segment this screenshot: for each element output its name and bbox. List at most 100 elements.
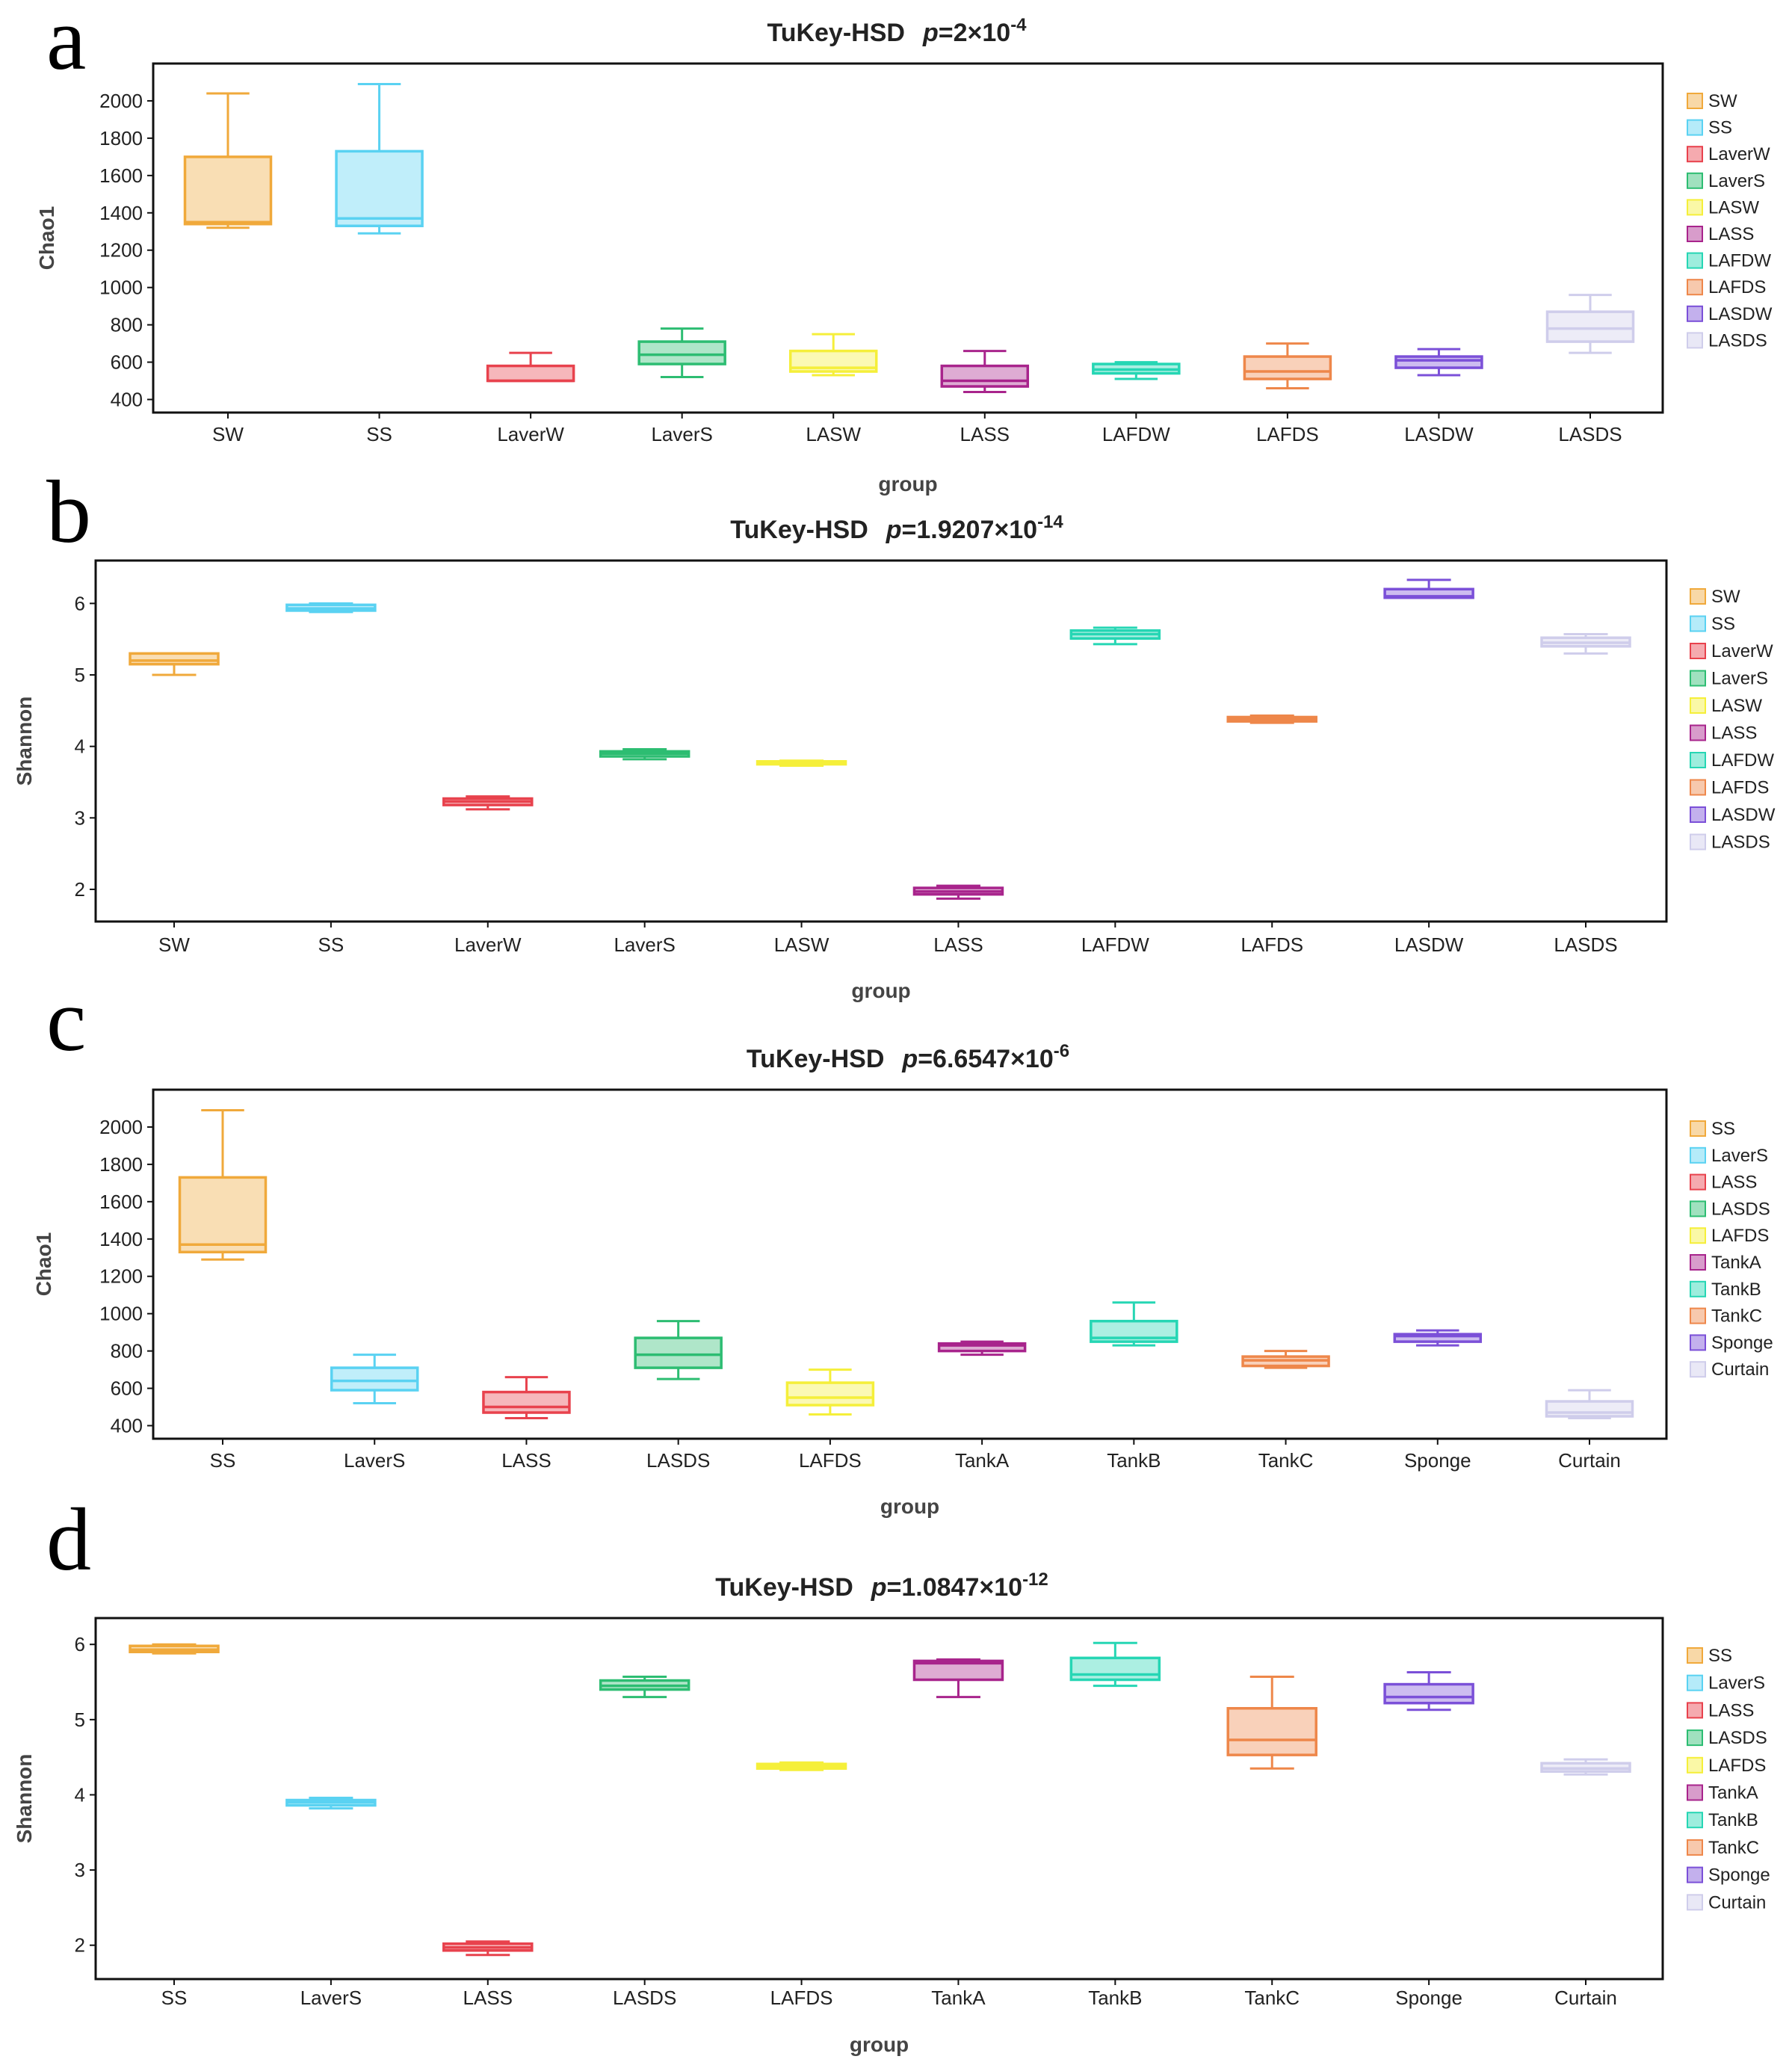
- y-tick-label: 1800: [99, 1153, 143, 1176]
- legend-item: LASS: [1690, 723, 1757, 744]
- panel-letter: d: [46, 1490, 91, 1589]
- y-tick-label: 800: [111, 314, 143, 336]
- p-value: =2×10: [939, 19, 1010, 47]
- box-LASS: [940, 350, 1030, 394]
- box-body: [940, 364, 1030, 388]
- x-tick-label: LaverW: [497, 423, 564, 445]
- legend-item: LAFDW: [1687, 251, 1771, 271]
- p-exponent: -6: [1054, 1041, 1069, 1061]
- box-body: [1545, 1400, 1634, 1418]
- legend-swatch: [1687, 93, 1703, 109]
- box-LAFDW: [1092, 361, 1181, 380]
- legend-label: LAFDS: [1711, 778, 1769, 798]
- y-tick-label: 6: [75, 592, 85, 614]
- box-SW: [183, 92, 273, 229]
- x-tick-label: SS: [210, 1449, 236, 1472]
- legend-item: TankC: [1687, 1838, 1759, 1858]
- p-exponent: -12: [1022, 1570, 1048, 1590]
- box-LASDS: [634, 1320, 723, 1380]
- x-tick-label: LASS: [463, 1987, 513, 2009]
- x-tick-label: LASS: [933, 933, 983, 956]
- x-tick-label: TankB: [1088, 1987, 1142, 2009]
- legend-label: TankC: [1711, 1306, 1762, 1327]
- box-body: [1243, 355, 1332, 380]
- legend-label: LASDS: [1711, 1199, 1770, 1219]
- box-LAFDS: [785, 1368, 875, 1416]
- box-body: [129, 652, 220, 666]
- x-tick-label: LAFDW: [1081, 933, 1149, 956]
- panel-b: b TuKey-HSD p=1.9207×10-14 2 3 4 5 6 Shannon grou…: [13, 462, 1776, 1002]
- legend-swatch: [1687, 172, 1703, 189]
- box-LASDS: [1545, 294, 1635, 354]
- box-body: [785, 1381, 875, 1407]
- title-text: TuKey-HSD: [747, 1045, 885, 1073]
- y-tick-label: 800: [111, 1340, 143, 1362]
- x-tick-label: LaverS: [300, 1987, 362, 2009]
- y-tick-label: 2: [75, 878, 85, 901]
- box-TankC: [1241, 1350, 1330, 1369]
- x-tick-label: LAFDW: [1102, 423, 1170, 445]
- x-tick-label: LASW: [774, 933, 829, 956]
- legend-swatch: [1687, 252, 1703, 269]
- legend-label: LaverS: [1708, 171, 1765, 191]
- y-axis-label: Shannon: [13, 697, 36, 786]
- x-tick-label: TankA: [931, 1987, 986, 2009]
- legend-item: LAFDS: [1690, 1226, 1769, 1246]
- y-tick-label: 5: [75, 664, 85, 686]
- y-tick-label: 1600: [99, 164, 143, 187]
- box-body: [1226, 1707, 1317, 1756]
- title-text: TuKey-HSD: [715, 1573, 853, 1602]
- panel-d: d TuKey-HSD p=1.0847×10-12 2 3 4 5 6 Shannon grou…: [13, 1490, 1770, 2056]
- x-tick-label: SS: [161, 1987, 188, 2009]
- x-tick-label: LaverS: [614, 933, 675, 956]
- box-LaverW: [486, 351, 575, 383]
- legend-label: LAFDW: [1711, 750, 1774, 771]
- y-tick-label: 2000: [99, 90, 143, 112]
- x-tick-label: LAFDS: [770, 1987, 833, 2009]
- p-symbol: p: [886, 516, 902, 544]
- y-tick-label: 400: [111, 1415, 143, 1437]
- legend-label: TankB: [1708, 1810, 1758, 1830]
- legend-label: LAFDS: [1708, 277, 1766, 297]
- box-LASDS: [1540, 633, 1631, 655]
- y-tick-label: 1600: [99, 1191, 143, 1213]
- box-LASDS: [599, 1675, 690, 1699]
- legend-swatch: [1687, 1894, 1703, 1911]
- legend-label: LAFDS: [1708, 1756, 1766, 1776]
- legend-item: SW: [1690, 587, 1740, 607]
- legend-item: LASDW: [1690, 805, 1776, 825]
- legend-swatch: [1687, 1784, 1703, 1801]
- legend-item: SS: [1687, 118, 1732, 138]
- chart-title: TuKey-HSD p=6.6547×10-6: [747, 1041, 1069, 1073]
- legend-label: TankA: [1711, 1253, 1761, 1273]
- box-TankA: [912, 1658, 1004, 1699]
- box-LASS: [442, 1940, 534, 1957]
- x-tick-label: SW: [212, 423, 244, 445]
- x-tick-label: SS: [366, 423, 392, 445]
- x-tick-label: Curtain: [1554, 1987, 1617, 2009]
- box-Sponge: [1393, 1329, 1483, 1347]
- x-tick-label: SW: [158, 933, 190, 956]
- box-body: [634, 1336, 723, 1369]
- legend-item: LAFDS: [1687, 277, 1766, 297]
- box-LaverW: [442, 795, 534, 811]
- legend-label: LASW: [1711, 696, 1762, 716]
- x-tick-label: LaverS: [651, 423, 712, 445]
- legend-swatch: [1690, 724, 1706, 741]
- legend-swatch: [1687, 199, 1703, 216]
- legend-swatch: [1687, 279, 1703, 296]
- box-LAFDS: [756, 1761, 847, 1771]
- legend-label: LaverW: [1708, 144, 1770, 164]
- box-LASW: [756, 759, 847, 767]
- plot-frame: [94, 559, 1668, 923]
- legend-item: LASW: [1687, 197, 1759, 217]
- y-tick-label: 4: [75, 735, 85, 758]
- p-value: =1.9207×10: [902, 516, 1038, 544]
- box-LAFDS: [1226, 714, 1317, 724]
- y-tick-label: 600: [111, 1377, 143, 1400]
- legend-item: Curtain: [1690, 1359, 1769, 1380]
- y-tick-label: 2: [75, 1934, 85, 1957]
- legend-swatch: [1687, 1647, 1703, 1664]
- legend-swatch: [1687, 305, 1703, 322]
- legend-label: LASDW: [1708, 304, 1773, 324]
